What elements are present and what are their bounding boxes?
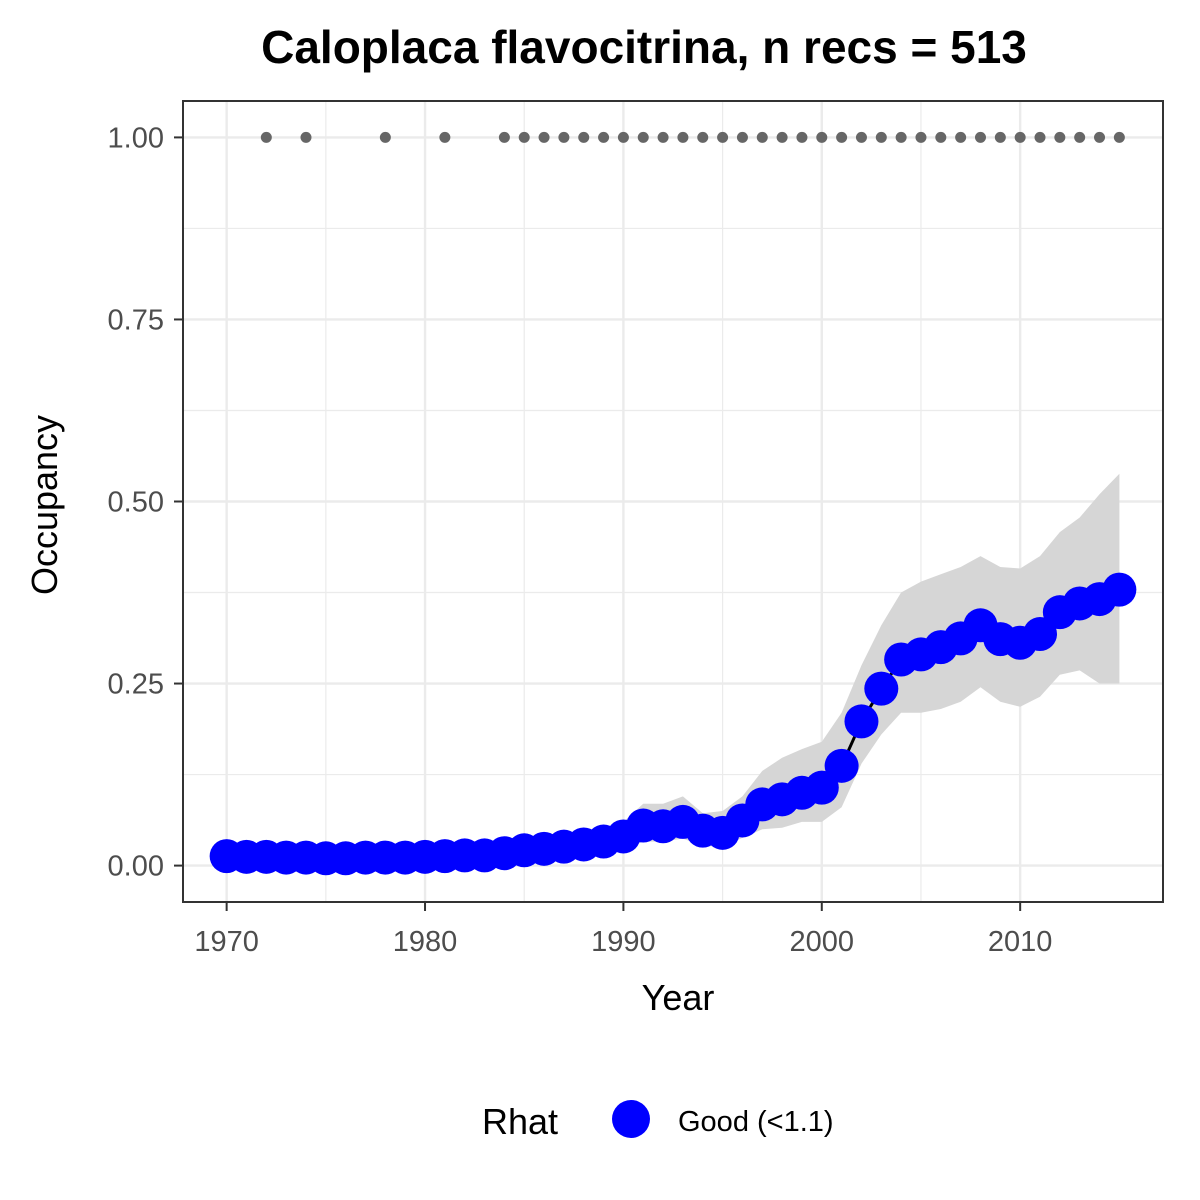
confidence-ribbon bbox=[226, 473, 1120, 863]
record-point bbox=[717, 131, 729, 143]
record-point bbox=[875, 131, 887, 143]
y-axis: 0.00 0.25 0.50 0.75 1.00 bbox=[108, 122, 183, 883]
record-point bbox=[756, 131, 768, 143]
record-points bbox=[260, 131, 1125, 143]
record-point bbox=[1034, 131, 1046, 143]
occupancy-point bbox=[844, 704, 879, 739]
x-tick-label: 1980 bbox=[393, 926, 458, 958]
record-point bbox=[796, 131, 808, 143]
record-point bbox=[816, 131, 828, 143]
y-tick-label: 1.00 bbox=[108, 122, 164, 154]
record-point bbox=[1014, 131, 1026, 143]
record-point bbox=[558, 131, 570, 143]
record-point bbox=[677, 131, 689, 143]
record-point bbox=[697, 131, 709, 143]
x-tick-label: 2010 bbox=[988, 926, 1053, 958]
grid-major bbox=[183, 101, 1163, 902]
record-point bbox=[736, 131, 748, 143]
x-axis-title: Year bbox=[642, 977, 715, 1018]
y-axis-title: Occupancy bbox=[24, 415, 65, 595]
record-point bbox=[617, 131, 629, 143]
record-point bbox=[260, 131, 272, 143]
record-point bbox=[994, 131, 1006, 143]
y-tick-label: 0.50 bbox=[108, 487, 164, 519]
record-point bbox=[538, 131, 550, 143]
legend-title: Rhat bbox=[482, 1101, 558, 1142]
chart-title: Caloplaca flavocitrina, n recs = 513 bbox=[261, 21, 1027, 73]
record-point bbox=[895, 131, 907, 143]
record-point bbox=[1054, 131, 1066, 143]
record-point bbox=[300, 131, 312, 143]
record-point bbox=[836, 131, 848, 143]
y-tick-label: 0.75 bbox=[108, 304, 164, 336]
record-point bbox=[379, 131, 391, 143]
record-point bbox=[657, 131, 669, 143]
y-tick-label: 0.25 bbox=[108, 669, 164, 701]
record-point bbox=[578, 131, 590, 143]
occupancy-point bbox=[864, 671, 899, 706]
occupancy-point bbox=[804, 770, 839, 805]
legend-label-good: Good (<1.1) bbox=[678, 1106, 834, 1138]
occupancy-point bbox=[1023, 617, 1058, 652]
occupancy-point bbox=[1102, 572, 1137, 607]
record-point bbox=[915, 131, 927, 143]
x-tick-label: 2000 bbox=[790, 926, 855, 958]
occupancy-point bbox=[824, 748, 859, 783]
record-point bbox=[518, 131, 530, 143]
record-point bbox=[955, 131, 967, 143]
record-point bbox=[637, 131, 649, 143]
x-tick-label: 1990 bbox=[591, 926, 656, 958]
legend: Rhat Good (<1.1) bbox=[482, 1100, 834, 1142]
occupancy-points bbox=[209, 572, 1137, 876]
x-axis: 1970 1980 1990 2000 2010 bbox=[194, 902, 1052, 958]
record-point bbox=[1113, 131, 1125, 143]
record-point bbox=[776, 131, 788, 143]
record-point bbox=[974, 131, 986, 143]
record-point bbox=[935, 131, 947, 143]
y-tick-label: 0.00 bbox=[108, 851, 164, 883]
record-point bbox=[1074, 131, 1086, 143]
record-point bbox=[1094, 131, 1106, 143]
legend-key-good bbox=[612, 1100, 650, 1138]
record-point bbox=[598, 131, 610, 143]
record-point bbox=[855, 131, 867, 143]
x-tick-label: 1970 bbox=[194, 926, 259, 958]
record-point bbox=[498, 131, 510, 143]
record-point bbox=[439, 131, 451, 143]
